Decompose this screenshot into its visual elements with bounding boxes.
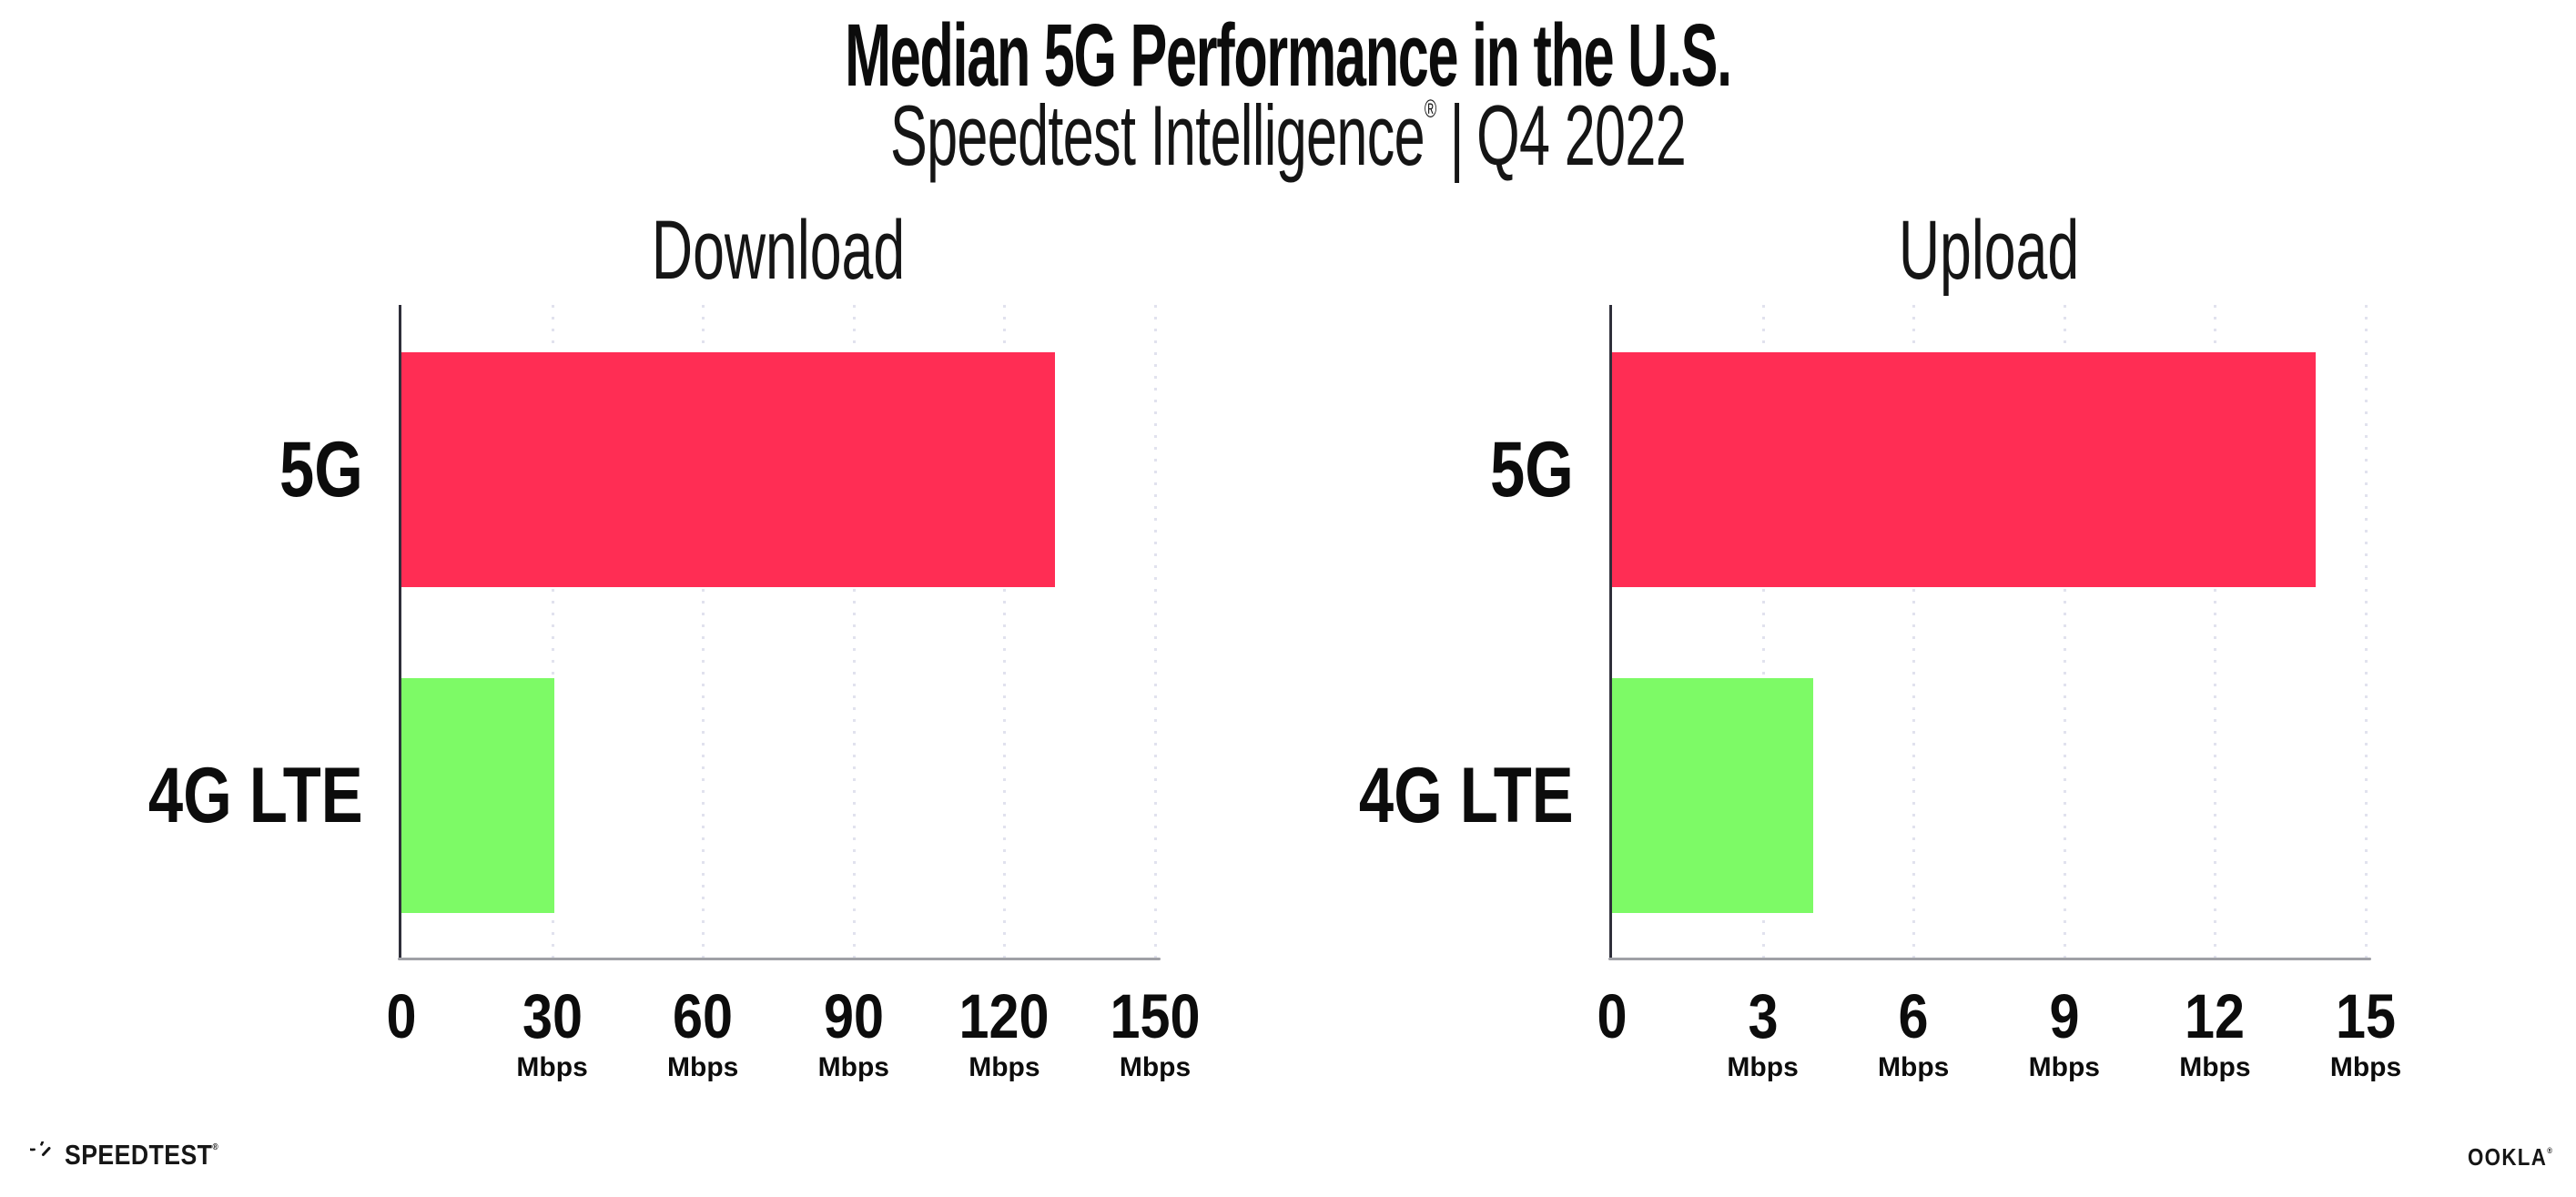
speedtest-gauge-icon [30, 1141, 51, 1157]
category-label-5g: 5G [1490, 426, 1574, 513]
category-label-4g-lte: 4G LTE [148, 752, 363, 839]
bar-5g [401, 352, 1055, 587]
x-tick-value: 3 [1748, 981, 1779, 1051]
x-axis-line [1608, 958, 2371, 960]
bar-4g-lte [1612, 678, 1813, 913]
bar-5g [1612, 352, 2316, 587]
ookla-logo: OOKLA® [2468, 1145, 2552, 1169]
x-tick-6: 6 Mbps [1878, 985, 1949, 1081]
x-tick-value: 6 [1898, 981, 1929, 1051]
gridline [1003, 305, 1007, 958]
ookla-trademark-icon: ® [2547, 1146, 2552, 1155]
gridline [2365, 305, 2368, 958]
ookla-logo-text: OOKLA [2468, 1143, 2548, 1171]
x-tick-unit: Mbps [1727, 1052, 1799, 1082]
x-tick-value: 60 [673, 981, 734, 1051]
x-tick-120: 120 Mbps [952, 985, 1057, 1081]
x-tick-0: 0 [384, 985, 419, 1048]
category-label-5g: 5G [279, 426, 363, 513]
x-tick-value: 15 [2335, 981, 2396, 1051]
x-tick-150: 150 Mbps [1102, 985, 1207, 1081]
category-label-4g-lte: 4G LTE [1359, 752, 1574, 839]
x-tick-unit: Mbps [2329, 1052, 2402, 1082]
x-tick-value: 150 [1110, 981, 1201, 1051]
x-tick-unit: Mbps [2028, 1052, 2100, 1082]
x-tick-value: 12 [2185, 981, 2246, 1051]
subtitle-brand: Speedtest Intelligence [889, 87, 1425, 183]
x-tick-value: 9 [2049, 981, 2080, 1051]
gridline [852, 305, 856, 958]
x-tick-60: 60 Mbps [667, 985, 738, 1081]
page-title: Median 5G Performance in the U.S. [477, 11, 2100, 99]
x-tick-unit: Mbps [969, 1052, 1040, 1082]
gridline [1761, 305, 1765, 958]
x-axis-line [398, 958, 1161, 960]
y-axis-spine [399, 305, 401, 959]
x-tick-15: 15 Mbps [2330, 985, 2401, 1081]
upload-chart: Upload 5G 4G LTE 0 3 Mbps 6 Mbps 9 Mbps 12 Mbps 15 Mb… [1359, 208, 2401, 1081]
x-tick-unit: Mbps [667, 1052, 739, 1082]
x-tick-90: 90 Mbps [818, 985, 889, 1081]
x-tick-unit: Mbps [1119, 1052, 1192, 1082]
x-tick-value: 0 [1597, 981, 1628, 1051]
gridline [2063, 305, 2066, 958]
x-tick-value: 120 [958, 981, 1050, 1051]
gridline [702, 305, 705, 958]
speedtest-trademark-icon: ® [212, 1142, 218, 1152]
x-tick-value: 90 [823, 981, 884, 1051]
y-axis-spine [1609, 305, 1612, 959]
bar-4g-lte [401, 678, 554, 913]
gridline [1154, 305, 1157, 958]
registered-trademark-icon: ® [1424, 95, 1437, 123]
speedtest-logo: SPEEDTEST® [30, 1141, 243, 1169]
x-tick-value: 30 [522, 981, 583, 1051]
x-tick-unit: Mbps [516, 1052, 588, 1082]
x-tick-unit: Mbps [817, 1052, 889, 1082]
download-chart: Download 5G 4G LTE 0 30 Mbps 60 Mbps 90 Mbps 120 Mb… [148, 208, 1200, 1081]
page-subtitle: Speedtest Intelligence® | Q4 2022 [451, 93, 2125, 178]
subtitle-period: Q4 2022 [1476, 87, 1687, 183]
gridline [551, 305, 554, 958]
x-tick-value: 0 [386, 981, 417, 1051]
x-tick-0: 0 [1595, 985, 1629, 1048]
x-tick-unit: Mbps [1878, 1052, 1950, 1082]
x-tick-unit: Mbps [2179, 1052, 2251, 1082]
speedtest-logo-text: SPEEDTEST® [65, 1139, 218, 1171]
subtitle-separator: | [1449, 87, 1465, 183]
chart-title: Upload [1898, 204, 2080, 297]
gridline [2214, 305, 2217, 958]
x-tick-3: 3 Mbps [1727, 985, 1798, 1081]
gridline [1912, 305, 1916, 958]
x-tick-9: 9 Mbps [2029, 985, 2100, 1081]
x-tick-12: 12 Mbps [2179, 985, 2250, 1081]
page-title-text: Median 5G Performance in the U.S. [845, 5, 1732, 105]
chart-title: Download [651, 204, 906, 297]
x-tick-30: 30 Mbps [516, 985, 587, 1081]
